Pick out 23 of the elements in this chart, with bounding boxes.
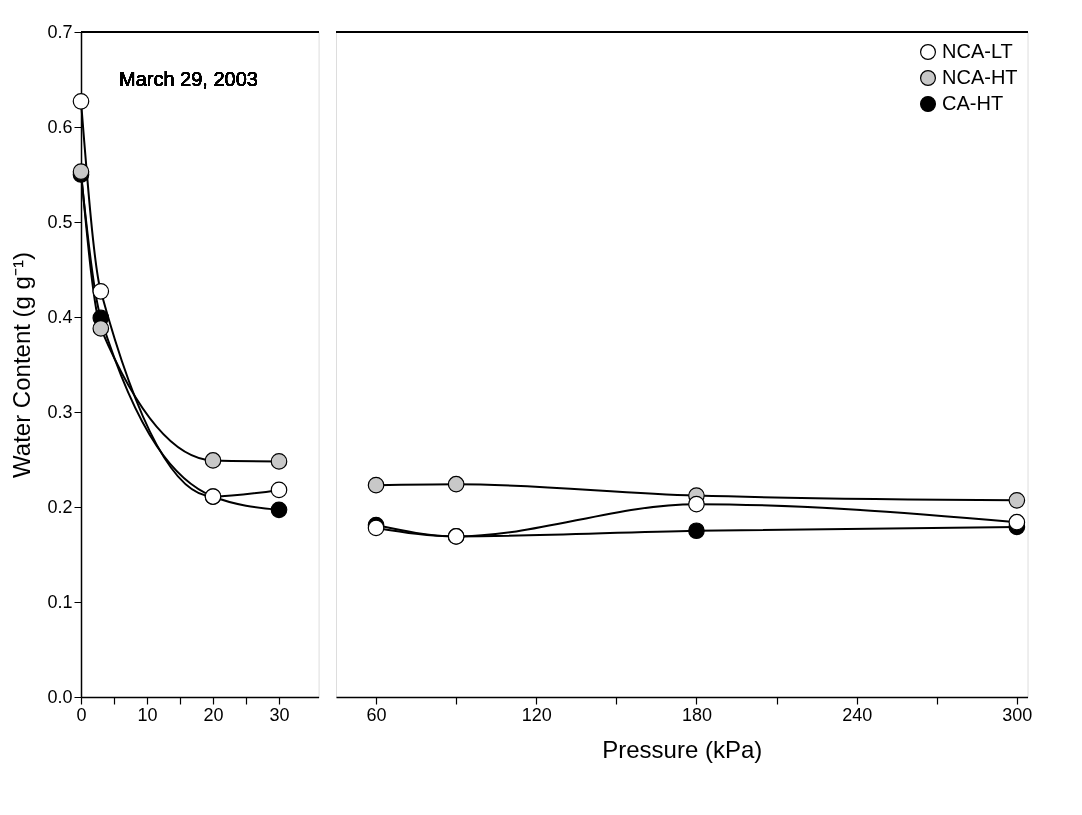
annotation: March 29, 2003 — [119, 68, 258, 90]
y-tick-label: 0.1 — [47, 591, 73, 612]
y-tick-label: 0.5 — [47, 211, 73, 232]
y-tick-label: 0.2 — [47, 496, 73, 517]
x-tick-label: 10 — [137, 704, 158, 725]
y-axis-title: Water Content (g g⁻¹) — [8, 252, 36, 478]
x-tick-label: 30 — [269, 704, 290, 725]
x-tick-label: 240 — [842, 704, 873, 725]
x-tick-label: 120 — [521, 704, 552, 725]
y-tick-label: 0.4 — [47, 306, 73, 327]
x-tick-label: 0 — [76, 704, 87, 725]
legend-label: NCA-LT — [942, 40, 1013, 62]
y-tick-label: 0.6 — [47, 116, 73, 137]
y-tick-label: 0.7 — [47, 21, 73, 42]
y-tick-label: 0.3 — [47, 401, 73, 422]
x-tick-label: 180 — [681, 704, 712, 725]
x-tick-label: 60 — [366, 704, 387, 725]
x-axis-title: Pressure (kPa) — [602, 735, 763, 763]
y-tick-label: 0.0 — [47, 686, 73, 707]
x-tick-label: 300 — [1002, 704, 1033, 725]
legend-label: NCA-HT — [942, 66, 1018, 88]
x-tick-label: 20 — [203, 704, 224, 725]
legend-label: CA-HT — [942, 92, 1004, 114]
